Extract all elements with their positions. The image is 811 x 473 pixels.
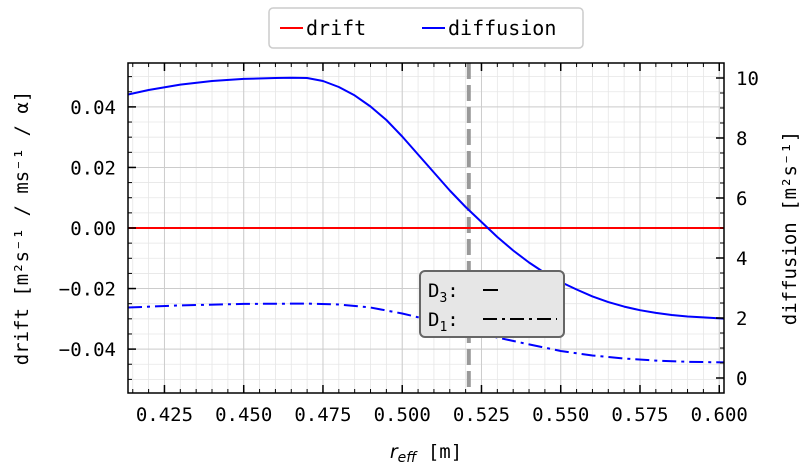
x-tick-label: 0.450 xyxy=(215,404,272,426)
x-tick-label: 0.550 xyxy=(532,404,589,426)
y-right-tick-label: 0 xyxy=(736,368,747,390)
x-tick-label: 0.425 xyxy=(136,404,193,426)
y-left-tick-label: 0.02 xyxy=(70,157,116,179)
inset-legend-box xyxy=(419,270,565,338)
y-right-tick-label: 4 xyxy=(736,248,747,270)
y-right-tick-label: 2 xyxy=(736,308,747,330)
inset-legend: D3: D1: xyxy=(419,270,565,338)
legend: drift diffusion xyxy=(268,7,584,49)
x-tick-label: 0.525 xyxy=(453,404,510,426)
y-right-tick-label: 8 xyxy=(736,128,747,150)
axis-ticks xyxy=(128,62,724,394)
legend-label-diffusion: diffusion xyxy=(448,16,556,40)
legend-label-drift: drift xyxy=(306,16,366,40)
x-tick-label: 0.500 xyxy=(374,404,431,426)
inset-legend-label-d1-main: D xyxy=(428,309,439,331)
y-right-axis-label: diffusion [m²s⁻¹] xyxy=(779,131,801,325)
inset-legend-label-d1: D1: xyxy=(428,309,459,335)
series-line-diffusion xyxy=(128,76,724,320)
y-left-tick-label: 0.04 xyxy=(70,97,116,119)
x-tick-label: 0.600 xyxy=(691,404,748,426)
x-axis-label: reff [m] xyxy=(390,441,462,466)
inset-legend-label-d3-suffix: : xyxy=(447,280,458,302)
inset-legend-label-d1-sub: 1 xyxy=(439,320,447,335)
x-axis-label-subscript: eff xyxy=(398,450,419,466)
plot-series xyxy=(128,63,724,393)
y-right-tick-label: 10 xyxy=(736,68,759,90)
x-tick-label: 0.575 xyxy=(611,404,668,426)
y-left-axis-label: drift [m²s⁻¹ / ms⁻¹ / α] xyxy=(11,91,33,366)
inset-legend-label-d3-main: D xyxy=(428,280,439,302)
axis-tick-labels: 0.425 0.450 0.475 0.500 0.525 0.550 0.575 0.600… xyxy=(59,68,759,426)
y-left-tick-label: 0.00 xyxy=(70,218,116,240)
inset-legend-label-d1-suffix: : xyxy=(447,309,458,331)
y-right-tick-label: 6 xyxy=(736,188,747,210)
inset-legend-label-d3-sub: 3 xyxy=(439,291,447,306)
y-left-tick-label: −0.02 xyxy=(59,279,116,301)
x-tick-label: 0.475 xyxy=(294,404,351,426)
inset-legend-label-d3: D3: xyxy=(428,280,459,306)
x-axis-label-main: r xyxy=(390,441,399,463)
y-left-tick-label: −0.04 xyxy=(59,339,116,361)
x-axis-label-unit: [m] xyxy=(416,441,462,463)
